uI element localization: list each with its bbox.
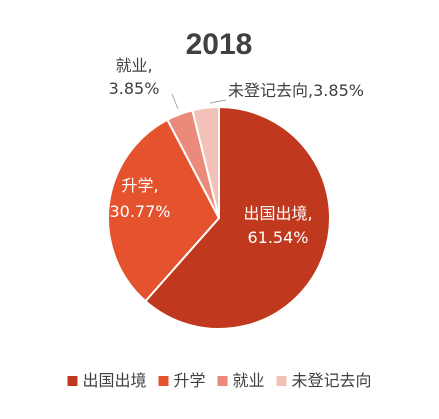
legend-label: 就业 <box>233 371 265 390</box>
slice-label-value: 3.85% <box>109 79 160 98</box>
legend-label: 升学 <box>174 371 206 390</box>
leader-line <box>171 93 179 110</box>
legend-label: 出国出境 <box>83 371 147 390</box>
slice-label: 未登记去向,3.85% <box>228 81 364 100</box>
legend: 出国出境 升学 就业 未登记去向 <box>67 371 372 390</box>
slice-label-category: 出国出境, <box>243 204 312 223</box>
legend-swatch <box>158 376 169 386</box>
legend-swatch <box>276 376 287 386</box>
slice-label-value: 30.77% <box>109 202 170 221</box>
legend-label: 未登记去向 <box>292 371 372 390</box>
slice-labels: 出国出境, 61.54% 升学, 30.77% 就业, 3.85% 未登记去向,3.85% <box>109 56 364 247</box>
chart-title: 2018 <box>186 28 253 61</box>
pie-slice <box>191 105 220 219</box>
slice-label-category: 就业, <box>115 56 152 75</box>
slice-label-value: 61.54% <box>247 228 308 247</box>
pie-slice <box>107 118 221 303</box>
legend-swatch <box>67 376 78 386</box>
leader-line <box>209 99 227 104</box>
pie-slice <box>144 105 331 330</box>
label-leader-lines <box>171 93 227 110</box>
legend-swatch <box>217 376 228 386</box>
pie-slices <box>107 105 331 330</box>
slice-label-category: 升学, <box>121 176 158 195</box>
